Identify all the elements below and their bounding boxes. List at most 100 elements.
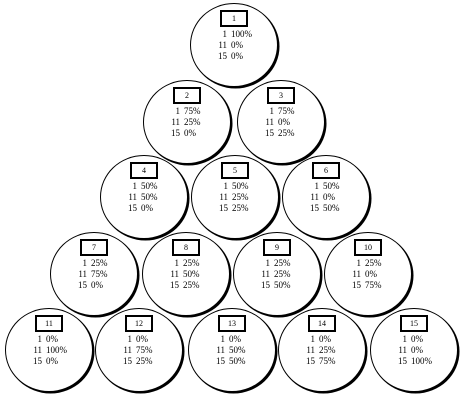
component-label: 1: [132, 181, 138, 191]
component-label: 11: [218, 40, 227, 50]
component-percent: 25%: [278, 128, 295, 138]
composition-row: 1 25%: [143, 258, 229, 269]
component-percent: 0%: [46, 356, 58, 366]
composition-row: 11 0%: [371, 345, 457, 356]
component-label: 11: [170, 269, 179, 279]
component-percent: 0%: [231, 40, 243, 50]
node-8: 8 1 25% 11 50% 15 25%: [142, 232, 230, 316]
component-label: 1: [174, 258, 180, 268]
component-percent: 0%: [141, 203, 153, 213]
composition-row: 15 0%: [6, 356, 92, 367]
composition-row: 15 0%: [101, 203, 187, 214]
node-3: 3 1 75% 11 0% 15 25%: [237, 80, 325, 164]
component-percent: 25%: [136, 356, 153, 366]
component-label: 1: [222, 29, 228, 39]
component-label: 1: [356, 258, 362, 268]
node-id-label: 5: [221, 162, 249, 179]
composition-row: 11 75%: [51, 269, 137, 280]
component-percent: 25%: [232, 192, 249, 202]
component-percent: 25%: [184, 117, 201, 127]
node-id-label: 4: [130, 162, 158, 179]
composition-row: 15 75%: [325, 280, 411, 291]
node-6: 6 1 50% 11 0% 15 50%: [282, 155, 370, 239]
component-label: 15: [78, 280, 87, 290]
component-percent: 0%: [278, 117, 290, 127]
component-label: 1: [220, 334, 226, 344]
composition-row: 11 0%: [191, 40, 277, 51]
node-id-label: 9: [263, 239, 291, 256]
composition-row: 1 0%: [6, 334, 92, 345]
component-percent: 0%: [229, 334, 241, 344]
component-percent: 75%: [365, 280, 382, 290]
node-composition: 1 0% 11 25% 15 75%: [279, 334, 365, 367]
component-percent: 0%: [319, 334, 331, 344]
component-label: 15: [216, 356, 225, 366]
component-percent: 25%: [183, 280, 200, 290]
component-percent: 50%: [141, 192, 158, 202]
component-label: 1: [37, 334, 43, 344]
component-label: 11: [306, 345, 315, 355]
composition-row: 15 0%: [191, 51, 277, 62]
component-label: 11: [128, 192, 137, 202]
composition-row: 11 0%: [325, 269, 411, 280]
component-label: 15: [123, 356, 132, 366]
node-11: 11 1 0% 11 100% 15 0%: [5, 308, 93, 392]
component-label: 11: [171, 117, 180, 127]
node-10: 10 1 25% 11 0% 15 75%: [324, 232, 412, 316]
component-percent: 0%: [91, 280, 103, 290]
component-label: 15: [170, 280, 179, 290]
component-percent: 25%: [274, 269, 291, 279]
node-2: 2 1 75% 11 25% 15 0%: [143, 80, 231, 164]
composition-row: 1 100%: [191, 29, 277, 40]
component-label: 1: [82, 258, 88, 268]
component-label: 1: [310, 334, 316, 344]
component-percent: 75%: [91, 269, 108, 279]
node-9: 9 1 25% 11 25% 15 50%: [233, 232, 321, 316]
component-percent: 50%: [274, 280, 291, 290]
component-percent: 0%: [365, 269, 377, 279]
component-label: 1: [269, 106, 275, 116]
component-percent: 0%: [231, 51, 243, 61]
node-12: 12 1 0% 11 75% 15 25%: [95, 308, 183, 392]
node-composition: 1 25% 11 75% 15 0%: [51, 258, 137, 291]
component-label: 11: [78, 269, 87, 279]
component-percent: 25%: [91, 258, 108, 268]
component-percent: 25%: [274, 258, 291, 268]
composition-row: 11 100%: [6, 345, 92, 356]
component-label: 15: [128, 203, 137, 213]
component-percent: 0%: [323, 192, 335, 202]
composition-row: 11 25%: [192, 192, 278, 203]
composition-row: 15 50%: [189, 356, 275, 367]
component-label: 15: [352, 280, 361, 290]
node-composition: 1 0% 11 100% 15 0%: [6, 334, 92, 367]
component-percent: 25%: [183, 258, 200, 268]
component-label: 11: [261, 269, 270, 279]
composition-row: 11 25%: [144, 117, 230, 128]
node-id-label: 2: [173, 87, 201, 104]
component-label: 1: [265, 258, 271, 268]
component-percent: 50%: [323, 181, 340, 191]
component-percent: 0%: [46, 334, 58, 344]
component-percent: 25%: [232, 203, 249, 213]
component-label: 11: [310, 192, 319, 202]
node-composition: 1 0% 11 50% 15 50%: [189, 334, 275, 367]
composition-row: 1 25%: [234, 258, 320, 269]
composition-row: 15 25%: [238, 128, 324, 139]
node-5: 5 1 50% 11 25% 15 25%: [191, 155, 279, 239]
component-label: 11: [219, 192, 228, 202]
composition-row: 15 0%: [51, 280, 137, 291]
component-label: 15: [218, 51, 227, 61]
component-label: 15: [33, 356, 42, 366]
component-label: 1: [175, 106, 181, 116]
composition-row: 11 50%: [143, 269, 229, 280]
composition-row: 1 75%: [144, 106, 230, 117]
component-label: 11: [265, 117, 274, 127]
composition-row: 11 75%: [96, 345, 182, 356]
component-label: 11: [33, 345, 42, 355]
component-label: 15: [171, 128, 180, 138]
component-percent: 100%: [46, 345, 67, 355]
composition-row: 1 75%: [238, 106, 324, 117]
